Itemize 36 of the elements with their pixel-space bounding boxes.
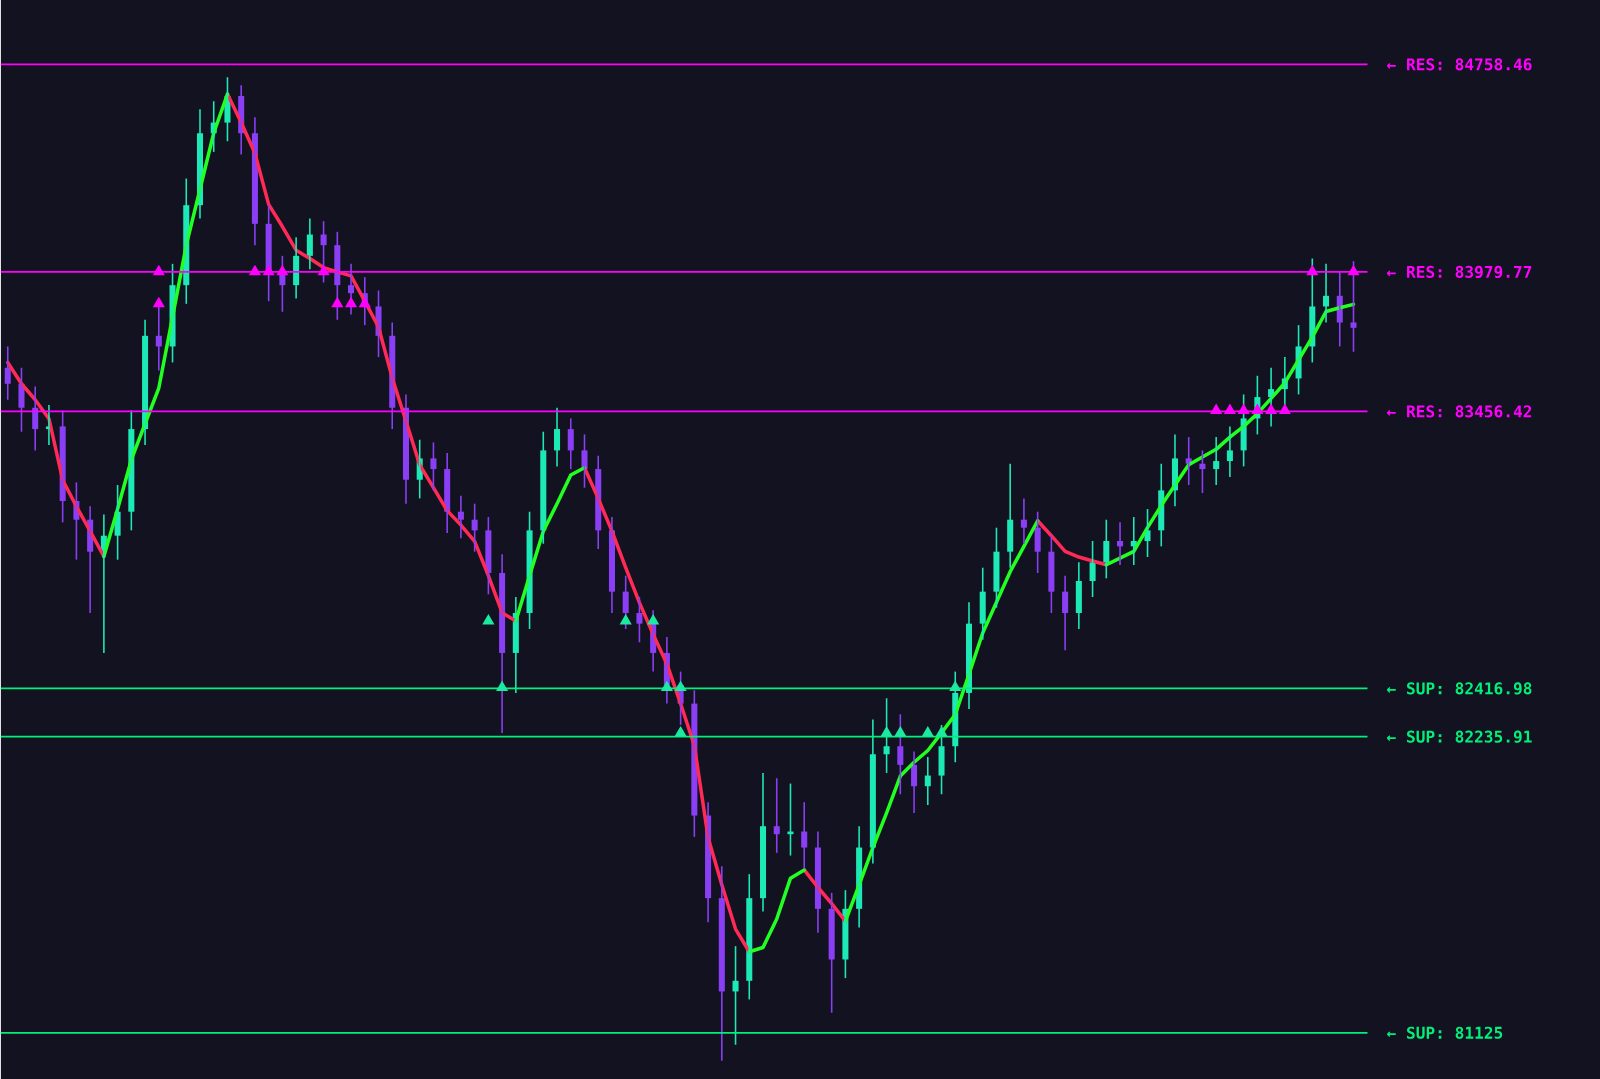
point: [263, 265, 275, 276]
point: [153, 297, 165, 308]
point: [1238, 403, 1250, 414]
ref-line-label: ← SUP: 81125: [1387, 1026, 1503, 1039]
point: [496, 681, 508, 691]
point: [935, 726, 948, 737]
ref-line-label: ← SUP: 82416.98: [1387, 682, 1532, 695]
point: [1265, 403, 1277, 414]
ref-line-label: ← RES: 84758.46: [1387, 58, 1532, 71]
point: [1224, 403, 1236, 414]
point: [1306, 265, 1318, 276]
point: [482, 614, 494, 625]
point: [1347, 265, 1360, 276]
point: [922, 726, 934, 737]
ref-line-label: ← RES: 83456.42: [1387, 405, 1532, 418]
point: [675, 726, 687, 737]
point: [620, 614, 632, 625]
point: [276, 265, 288, 276]
point: [894, 726, 906, 737]
point: [318, 265, 330, 276]
ref-line-label: ← SUP: 82235.91: [1387, 730, 1532, 743]
point: [881, 726, 893, 737]
candlestick: [581, 433, 588, 489]
point: [675, 681, 687, 691]
point: [1251, 403, 1263, 414]
point: [249, 265, 261, 276]
ref-line-label: ← RES: 83979.77: [1387, 265, 1532, 278]
point: [359, 297, 371, 308]
point: [647, 614, 659, 625]
point: [153, 265, 165, 276]
point: [661, 681, 673, 691]
point: [345, 297, 357, 308]
point: [1210, 403, 1222, 414]
point: [949, 681, 961, 691]
point: [331, 297, 343, 308]
point: [1279, 403, 1291, 414]
